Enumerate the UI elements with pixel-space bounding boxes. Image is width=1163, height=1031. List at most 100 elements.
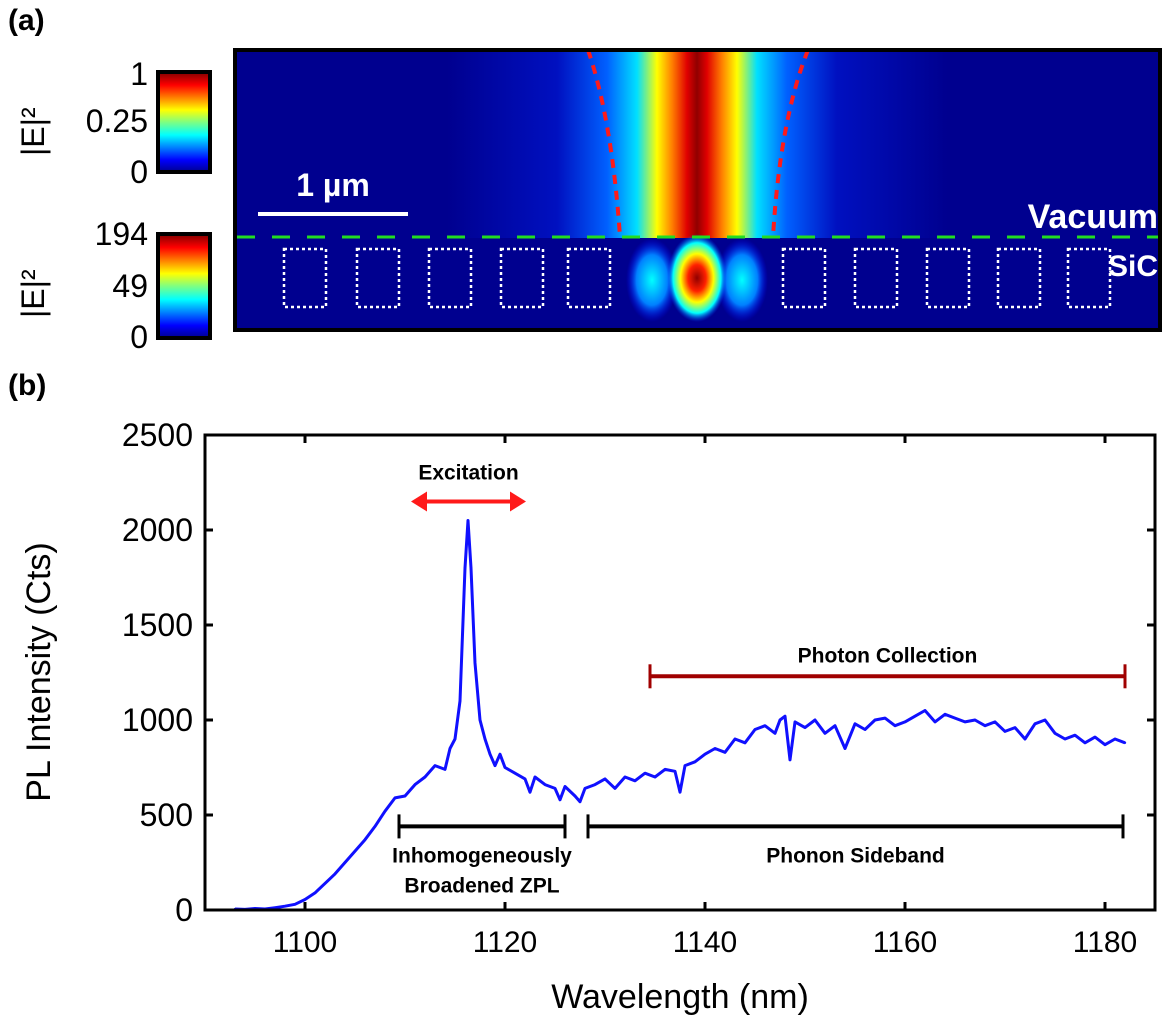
data-point <box>678 791 682 794</box>
hole <box>1066 247 1112 309</box>
data-point <box>963 720 967 724</box>
x-tick-label: 1120 <box>473 926 538 959</box>
data-point <box>1063 737 1067 741</box>
data-point <box>458 699 462 703</box>
pl-spectrum-plot: 1100 1120 1140 1160 1180 0 500 1000 1500 2000 2500… <box>122 417 1157 959</box>
data-point <box>733 737 737 741</box>
data-point <box>743 741 747 744</box>
y-tick-label: 0 <box>175 892 193 928</box>
data-point <box>493 764 497 767</box>
annotation-photon-collection: Photon Collection <box>648 644 1127 689</box>
colorbar-bottom-tick: 194 <box>95 216 148 252</box>
colorbar-bottom-label: |E|² <box>15 269 51 318</box>
data-point <box>453 737 457 741</box>
data-point <box>893 724 897 727</box>
x-tick-label: 1180 <box>1073 926 1138 959</box>
data-point <box>863 728 867 731</box>
data-point <box>683 764 687 767</box>
y-tick-label: 1500 <box>122 607 193 643</box>
data-point <box>583 787 587 790</box>
data-point <box>813 718 817 722</box>
annotation-excitation: Excitation <box>411 462 526 512</box>
data-point <box>503 766 507 769</box>
data-point <box>793 720 797 724</box>
panel-b-label: (b) <box>8 369 46 402</box>
beam-boundary-right <box>771 49 810 238</box>
data-point <box>273 906 277 909</box>
hole <box>781 247 827 309</box>
data-point <box>953 716 957 720</box>
scale-bar-label: 1 µm <box>296 167 370 203</box>
annotation-label: Phonon Sideband <box>766 844 945 867</box>
y-axis-label: PL Intensity (Cts) <box>20 542 58 801</box>
colorbar-top-tick: 1 <box>130 56 148 92</box>
data-point <box>488 753 492 756</box>
beam-boundary-left <box>586 49 622 238</box>
data-point <box>1053 732 1057 735</box>
data-point <box>913 715 917 718</box>
data-point <box>323 882 327 885</box>
data-point <box>943 713 947 716</box>
colorbar-bottom-tick: 49 <box>112 268 148 304</box>
data-point <box>573 794 577 798</box>
data-point <box>433 764 437 767</box>
pl-spectrum-line <box>234 519 1126 911</box>
field-map: 1 µm Vacuum SiC <box>233 48 1162 332</box>
data-point <box>498 753 502 756</box>
data-point <box>423 775 427 779</box>
colorbar-top-label: |E|² <box>15 107 51 156</box>
data-point <box>603 777 607 781</box>
hole <box>427 247 473 309</box>
photonic-holes <box>282 247 1112 309</box>
arrow-head-right <box>510 491 526 512</box>
data-point <box>1083 741 1087 744</box>
data-point <box>983 724 987 727</box>
annotation-phonon-sideband: Phonon Sideband <box>586 814 1125 867</box>
data-point <box>563 785 567 788</box>
data-point <box>466 519 470 522</box>
data-point <box>703 753 707 756</box>
data-point <box>803 726 807 729</box>
vacuum-label: Vacuum <box>1028 198 1158 236</box>
data-point <box>663 768 667 771</box>
y-tick-label: 2000 <box>122 512 193 548</box>
data-point <box>483 737 487 741</box>
data-point <box>283 905 287 908</box>
data-point <box>1073 734 1077 737</box>
data-point <box>643 772 647 775</box>
data-point <box>1033 722 1037 725</box>
data-point <box>393 796 397 800</box>
data-point <box>1093 735 1097 739</box>
data-point <box>788 758 792 762</box>
data-point <box>413 783 417 786</box>
hole <box>853 247 899 309</box>
data-point <box>578 800 582 803</box>
data-point <box>713 747 717 750</box>
hole <box>355 247 401 309</box>
data-point <box>513 772 517 775</box>
data-point <box>993 720 997 724</box>
plot-frame <box>203 433 1157 912</box>
data-point <box>903 720 907 724</box>
data-point <box>823 732 827 735</box>
data-point <box>343 861 347 864</box>
data-point <box>783 715 787 718</box>
data-point <box>333 872 337 876</box>
colorbar-top-tick: 0.25 <box>86 103 148 139</box>
data-point <box>443 768 447 771</box>
data-point <box>773 732 777 735</box>
hole <box>925 247 971 309</box>
data-point <box>933 720 937 724</box>
hole <box>282 247 328 309</box>
data-point <box>403 794 407 798</box>
annotation-label: Broadened ZPL <box>404 874 559 897</box>
hole <box>566 247 612 309</box>
data-point <box>463 566 467 570</box>
data-point <box>633 779 637 782</box>
colorbar-top-tick: 0 <box>130 154 148 190</box>
data-point <box>753 728 757 731</box>
data-point <box>973 718 977 722</box>
data-point <box>448 747 452 750</box>
data-point <box>1043 718 1047 722</box>
data-point <box>1113 737 1117 741</box>
